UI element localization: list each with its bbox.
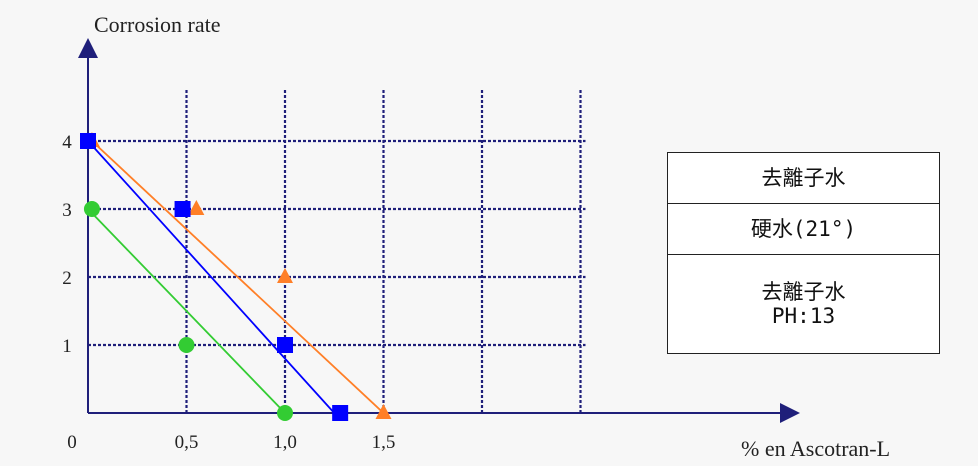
y-axis-label: Corrosion rate: [94, 12, 220, 37]
tick-labels: 0 0,5 1,0 1,5 1 2 3 4: [62, 132, 395, 453]
series-line: [91, 140, 385, 414]
triangle-marker: [277, 268, 293, 283]
legend-table: 去離子水 硬水(21°) 去離子水 PH:13: [667, 152, 940, 354]
circle-marker: [83, 201, 100, 217]
x-tick-label: 0,5: [175, 432, 199, 453]
series-line: [87, 140, 335, 414]
series-lines: [87, 140, 385, 414]
legend-row-deionized-water: 去離子水: [668, 153, 939, 204]
y-tick-label: 2: [62, 268, 72, 289]
x-axis-label: % en Ascotran-L: [741, 436, 890, 461]
square-marker: [174, 201, 191, 217]
x-tick-label: 1,0: [273, 432, 297, 453]
axes: [78, 38, 800, 423]
legend-row-deionized-water-ph13: 去離子水 PH:13: [761, 280, 846, 328]
series-line: [87, 208, 286, 414]
square-marker: [332, 405, 349, 421]
triangle-marker: [375, 404, 392, 419]
y-tick-label: 1: [62, 336, 72, 357]
circle-marker: [277, 405, 293, 421]
grid: [88, 90, 586, 413]
circle-marker: [178, 337, 195, 353]
square-marker: [277, 337, 293, 353]
square-marker: [80, 133, 96, 149]
legend-row-hard-water: 硬水(21°): [668, 204, 939, 255]
series-markers: [80, 132, 392, 421]
y-tick-label: 4: [62, 132, 72, 153]
y-tick-label: 3: [62, 200, 72, 221]
triangle-marker: [188, 200, 205, 215]
x-tick-label: 0: [67, 432, 77, 453]
x-tick-label: 1,5: [372, 432, 396, 453]
